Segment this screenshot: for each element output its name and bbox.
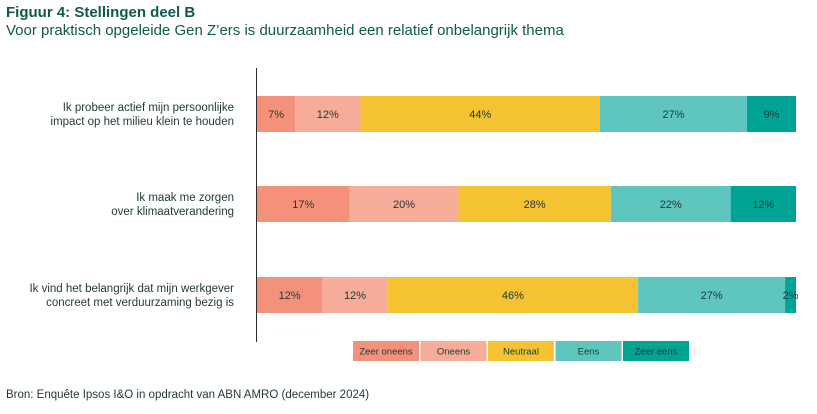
bar-segment-neutraal — [387, 277, 639, 313]
legend-label-oneens: Oneens — [437, 347, 471, 358]
data-label: 2% — [783, 290, 799, 302]
category-label: impact op het milieu klein te houden — [51, 116, 234, 128]
bar-segment-zeer-eens — [747, 96, 796, 132]
data-label: 46% — [502, 290, 524, 302]
legend-swatch-eens — [555, 341, 622, 361]
data-label: 17% — [292, 199, 314, 211]
legend-swatch-neutraal — [488, 341, 554, 361]
data-label: 12% — [279, 290, 301, 302]
bar-segment-zeer-oneens — [257, 277, 323, 313]
legend-swatch-zeer-oneens — [353, 341, 419, 361]
data-label: 22% — [660, 199, 682, 211]
figure-subtitle: Voor praktisch opgeleide Gen Z’ers is du… — [6, 22, 564, 39]
category-label: over klimaatverandering — [111, 206, 234, 218]
data-label: 27% — [662, 109, 684, 121]
data-label: 12% — [344, 290, 366, 302]
legend-label-zeer-eens: Zeer eens — [635, 347, 678, 358]
category-label: Ik vind het belangrijk dat mijn werkgeve… — [29, 283, 234, 295]
bar-segment-eens — [610, 186, 731, 222]
legend-swatch-zeer-eens — [623, 341, 689, 361]
bar-segment-eens — [638, 277, 786, 313]
source-note: Bron: Enquête Ipsos I&O in opdracht van … — [6, 389, 370, 401]
legend: Zeer oneens Oneens Neutraal Eens Zeer eens — [353, 341, 689, 361]
bar-segment-oneens — [295, 96, 361, 132]
bar-segment-zeer-oneens — [257, 96, 296, 132]
data-label: 44% — [469, 109, 491, 121]
legend-label-neutraal: Neutraal — [503, 347, 539, 358]
figure-title: Figuur 4: Stellingen deel B — [6, 4, 196, 21]
stacked-bar-chart: 7% 12% 44% 27% 9% 17% 20% 28% 22% 12% 12% 12% 46% 27%… — [29, 68, 799, 361]
category-label: concreet met verduurzaming bezig is — [46, 297, 234, 309]
legend-label-zeer-oneens: Zeer oneens — [359, 347, 413, 358]
bar-segment-oneens — [349, 186, 459, 222]
data-label: 9% — [764, 109, 780, 121]
data-label: 27% — [701, 290, 723, 302]
data-label: 20% — [393, 199, 415, 211]
bar-segment-neutraal — [360, 96, 600, 132]
legend-label-eens: Eens — [578, 347, 600, 358]
bar-segment-eens — [600, 96, 747, 132]
bar-segment-zeer-eens — [730, 186, 796, 222]
bar-segment-zeer-eens — [785, 277, 796, 313]
data-label: 28% — [524, 199, 546, 211]
bar-segments: 7% 12% 44% 27% 9% 17% 20% 28% 22% 12% 12% 12% 46% 27%… — [257, 96, 799, 313]
legend-swatch-oneens — [420, 341, 487, 361]
bar-segment-neutraal — [458, 186, 611, 222]
bar-segment-oneens — [322, 277, 388, 313]
data-label: 12% — [752, 199, 774, 211]
data-label: 7% — [268, 109, 284, 121]
category-labels: Ik probeer actief mijn persoonlijke impac… — [29, 102, 234, 309]
bar-segment-zeer-oneens — [257, 186, 350, 222]
category-label: Ik maak me zorgen — [136, 192, 234, 204]
data-label: 12% — [317, 109, 339, 121]
category-label: Ik probeer actief mijn persoonlijke — [63, 102, 234, 114]
